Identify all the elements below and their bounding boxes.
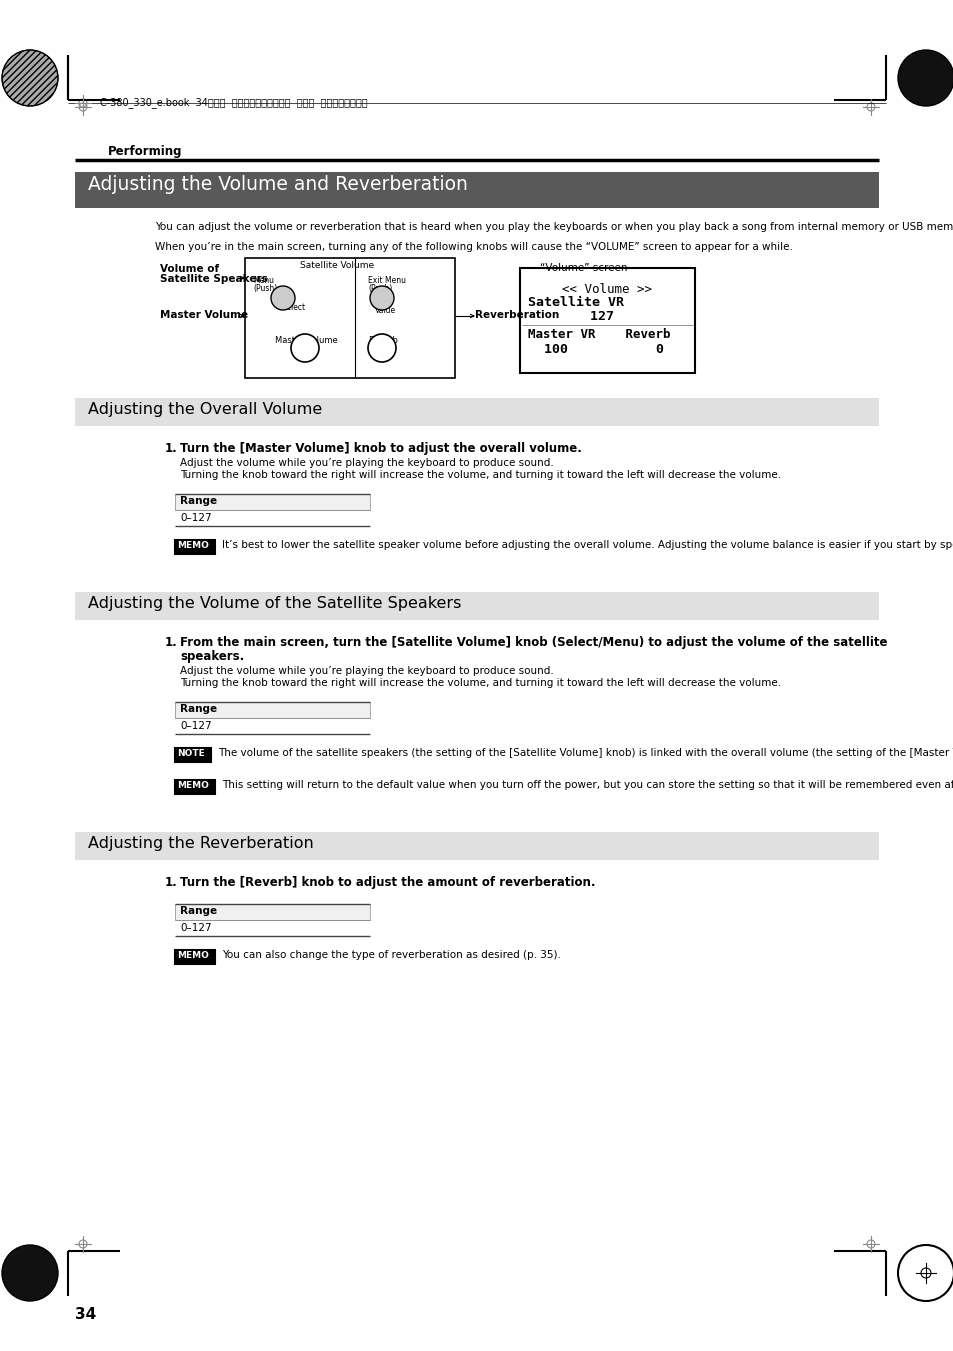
Text: Adjust the volume while you’re playing the keyboard to produce sound.: Adjust the volume while you’re playing t… xyxy=(180,666,553,676)
Text: (Push): (Push) xyxy=(368,284,392,293)
Text: Performing: Performing xyxy=(108,145,182,158)
Text: Range: Range xyxy=(180,496,217,507)
Text: Turning the knob toward the right will increase the volume, and turning it towar: Turning the knob toward the right will i… xyxy=(180,678,781,688)
Text: Satellite VR: Satellite VR xyxy=(527,296,623,309)
Bar xyxy=(75,172,878,208)
Bar xyxy=(75,592,878,620)
Bar xyxy=(174,950,214,965)
Text: C-380_330_e.book  34ページ  ２０１０年４月２８日  水曜日  午後１０晎１１分: C-380_330_e.book 34ページ ２０１０年４月２８日 水曜日 午後… xyxy=(100,97,367,108)
Text: You can also change the type of reverberation as desired (p. 35).: You can also change the type of reverber… xyxy=(222,950,560,961)
Text: When you’re in the main screen, turning any of the following knobs will cause th: When you’re in the main screen, turning … xyxy=(154,242,792,253)
Text: 34: 34 xyxy=(75,1306,96,1323)
Text: Reverb: Reverb xyxy=(368,336,397,345)
Text: From the main screen, turn the [Satellite Volume] knob (Select/Menu) to adjust t: From the main screen, turn the [Satellit… xyxy=(180,636,886,648)
Text: 1.: 1. xyxy=(165,442,177,455)
Text: MEMO: MEMO xyxy=(177,951,209,961)
Text: MEMO: MEMO xyxy=(177,781,209,790)
Text: Adjusting the Volume and Reverberation: Adjusting the Volume and Reverberation xyxy=(88,176,467,195)
Text: Satellite Speakers: Satellite Speakers xyxy=(160,274,268,284)
Text: Master Volume: Master Volume xyxy=(274,336,337,345)
Text: Turning the knob toward the right will increase the volume, and turning it towar: Turning the knob toward the right will i… xyxy=(180,470,781,480)
Text: NOTE: NOTE xyxy=(177,748,205,758)
Bar xyxy=(174,494,370,509)
Text: 0–127: 0–127 xyxy=(180,513,212,523)
Circle shape xyxy=(2,50,58,105)
Text: Menu: Menu xyxy=(253,276,274,285)
Text: Reverberation: Reverberation xyxy=(475,309,558,320)
Bar xyxy=(75,832,878,861)
Circle shape xyxy=(271,286,294,309)
Circle shape xyxy=(897,50,953,105)
Text: Value: Value xyxy=(375,305,395,315)
Text: Range: Range xyxy=(180,704,217,713)
Bar xyxy=(174,780,214,794)
Bar xyxy=(174,540,214,554)
Text: You can adjust the volume or reverberation that is heard when you play the keybo: You can adjust the volume or reverberati… xyxy=(154,222,953,232)
Bar xyxy=(245,258,455,378)
Circle shape xyxy=(368,334,395,362)
Text: 1.: 1. xyxy=(165,636,177,648)
Text: Adjusting the Reverberation: Adjusting the Reverberation xyxy=(88,836,314,851)
Text: —Select: —Select xyxy=(274,303,306,312)
Text: Master VR    Reverb: Master VR Reverb xyxy=(527,328,670,340)
Text: Master Volume: Master Volume xyxy=(160,309,248,320)
Bar xyxy=(519,267,695,373)
Bar xyxy=(174,904,370,920)
Text: 0–127: 0–127 xyxy=(180,923,212,934)
Text: “Volume” screen: “Volume” screen xyxy=(539,263,627,273)
Text: Adjusting the Volume of the Satellite Speakers: Adjusting the Volume of the Satellite Sp… xyxy=(88,596,461,611)
Text: 127: 127 xyxy=(550,309,614,323)
Text: Satellite Volume: Satellite Volume xyxy=(299,261,374,270)
Text: It’s best to lower the satellite speaker volume before adjusting the overall vol: It’s best to lower the satellite speaker… xyxy=(222,540,953,550)
Text: Exit Menu: Exit Menu xyxy=(368,276,406,285)
Circle shape xyxy=(291,334,318,362)
Bar xyxy=(174,703,370,717)
Text: Volume of: Volume of xyxy=(160,263,219,274)
Bar xyxy=(174,748,211,762)
Circle shape xyxy=(2,1246,58,1301)
Bar xyxy=(174,904,370,920)
Bar xyxy=(75,399,878,426)
Text: 0–127: 0–127 xyxy=(180,721,212,731)
Circle shape xyxy=(370,286,394,309)
Text: Adjusting the Overall Volume: Adjusting the Overall Volume xyxy=(88,403,322,417)
Bar xyxy=(174,703,370,717)
Text: << Volume >>: << Volume >> xyxy=(561,282,651,296)
Text: speakers.: speakers. xyxy=(180,650,244,663)
Text: This setting will return to the default value when you turn off the power, but y: This setting will return to the default … xyxy=(222,780,953,790)
Text: Turn the [Master Volume] knob to adjust the overall volume.: Turn the [Master Volume] knob to adjust … xyxy=(180,442,581,455)
Text: The volume of the satellite speakers (the setting of the [Satellite Volume] knob: The volume of the satellite speakers (th… xyxy=(218,748,953,758)
Text: (Push): (Push) xyxy=(253,284,277,293)
Text: 100           0: 100 0 xyxy=(527,343,663,357)
Text: MEMO: MEMO xyxy=(177,540,209,550)
Text: Range: Range xyxy=(180,907,217,916)
Text: 1.: 1. xyxy=(165,875,177,889)
Bar xyxy=(174,494,370,509)
Text: Adjust the volume while you’re playing the keyboard to produce sound.: Adjust the volume while you’re playing t… xyxy=(180,458,553,467)
Text: Turn the [Reverb] knob to adjust the amount of reverberation.: Turn the [Reverb] knob to adjust the amo… xyxy=(180,875,595,889)
